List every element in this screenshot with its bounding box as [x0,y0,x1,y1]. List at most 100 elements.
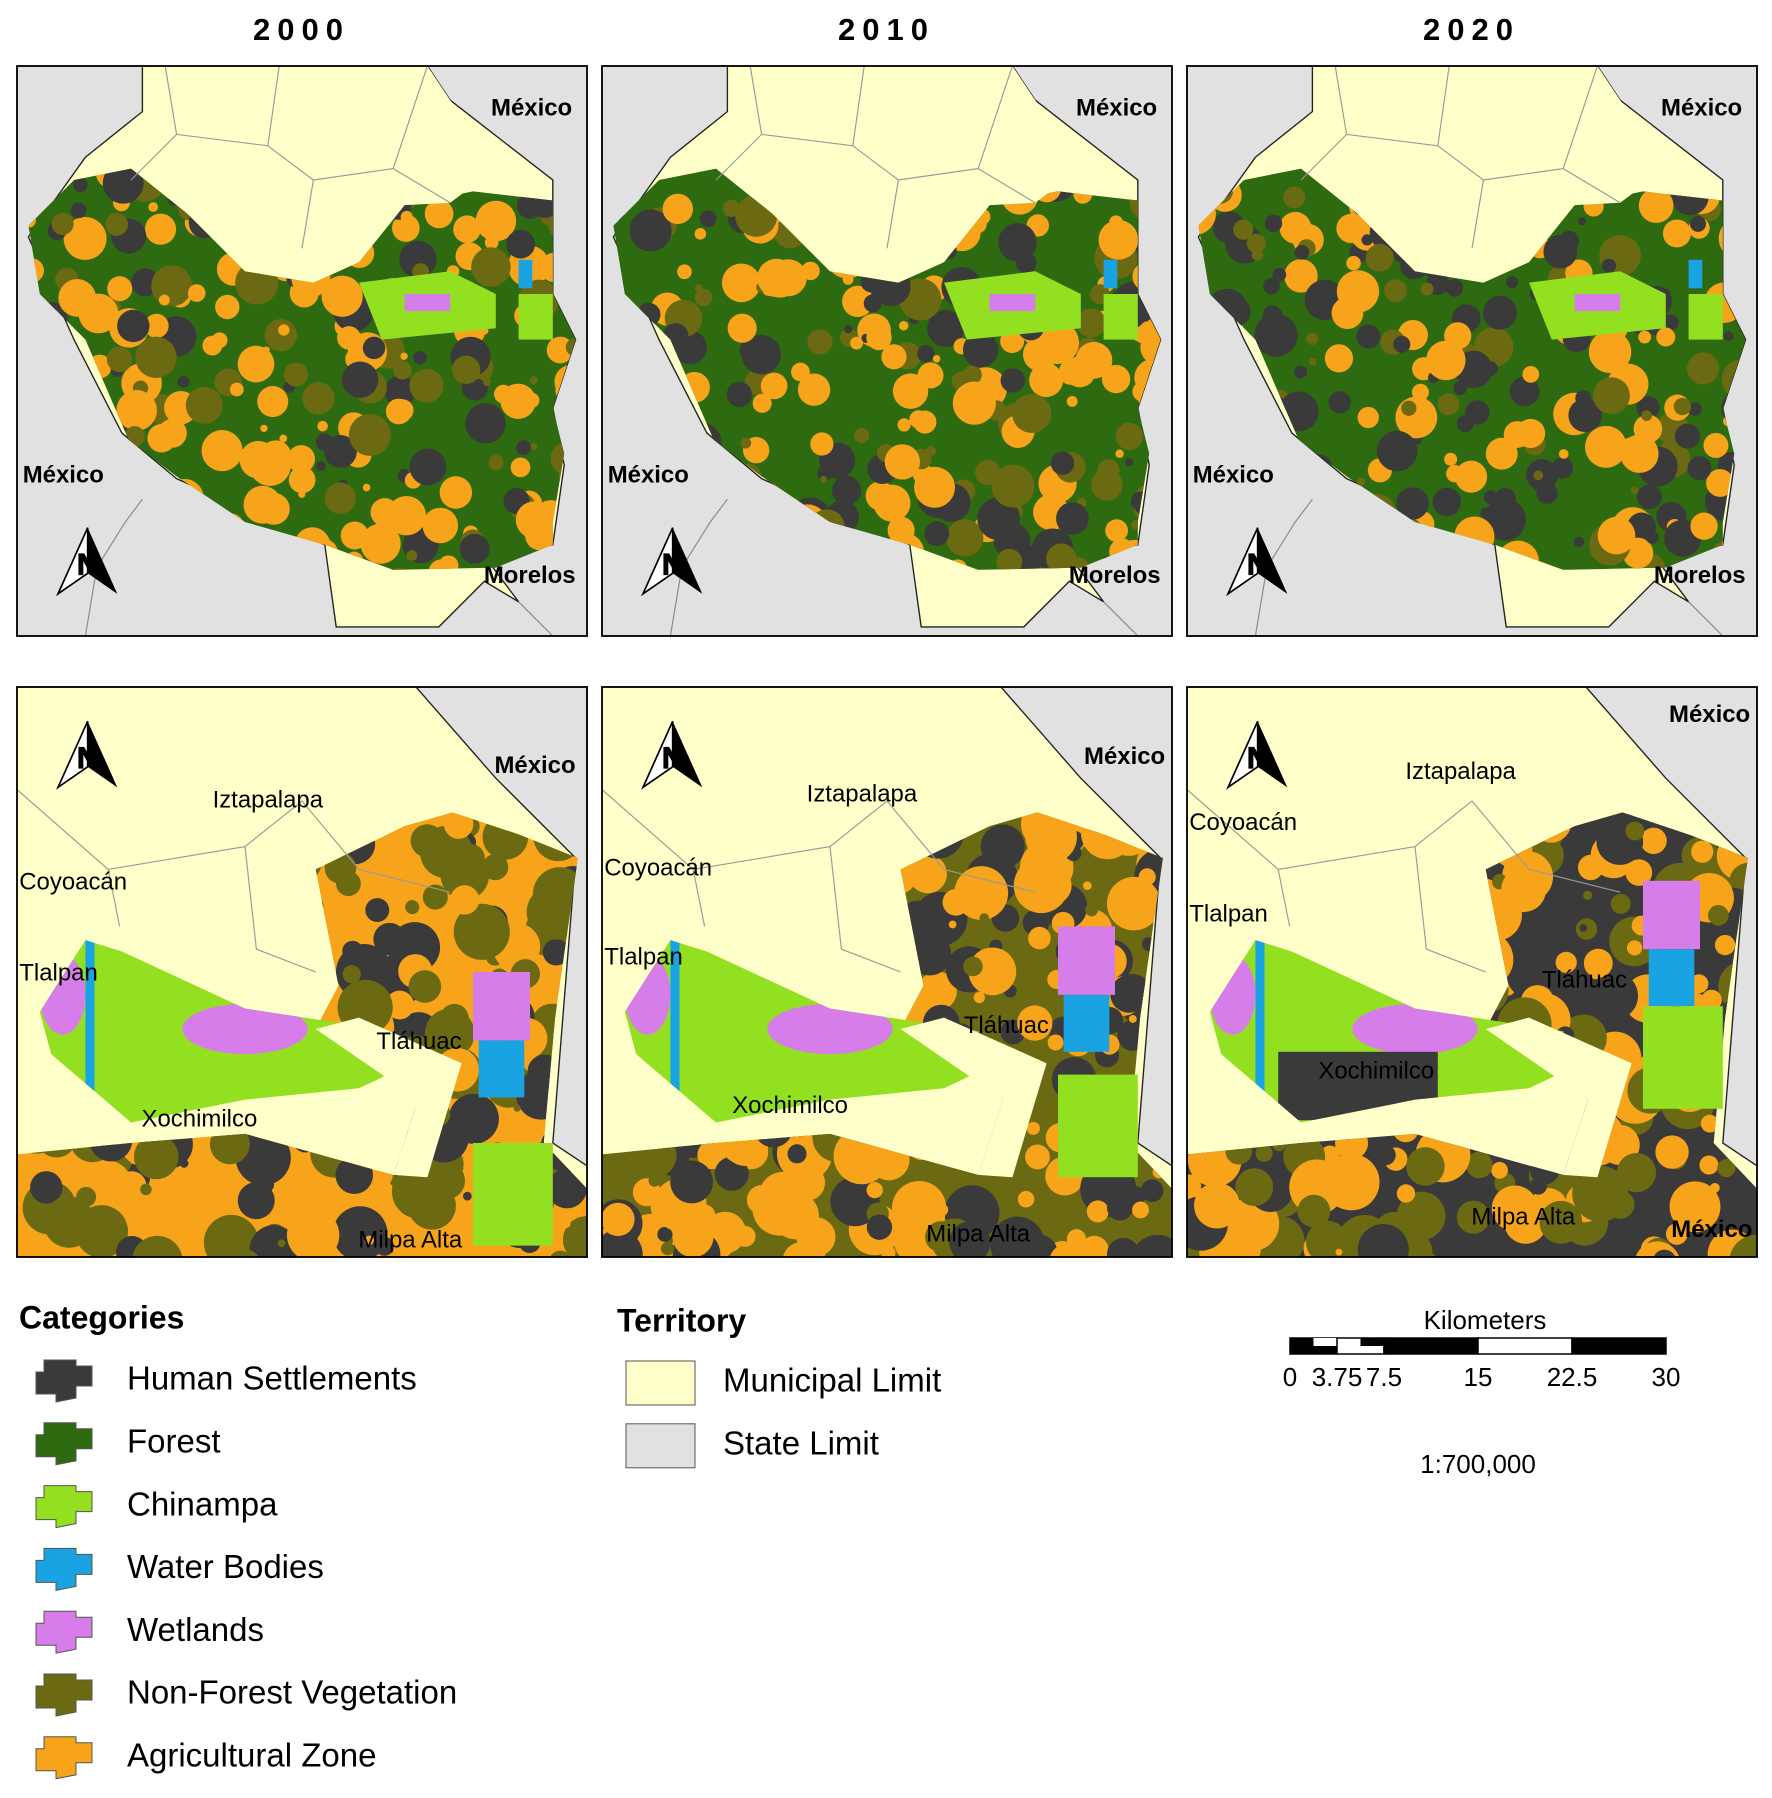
land-patch [752,393,772,413]
land-patch [1539,1200,1583,1244]
land-patch [1357,406,1379,429]
land-patch [201,430,243,472]
land-patch [962,365,982,385]
land-patch [510,457,531,478]
land-patch [757,258,796,298]
map-panel: N México México Morelos [1186,65,1758,637]
municipal-line [17,789,121,927]
land-patch [1714,934,1736,956]
land-patch [1328,391,1351,414]
municipal-line [1437,66,1598,181]
land-patch [946,519,984,557]
land-patch [1501,867,1547,913]
land-patch [820,475,828,483]
year-title: 2020 [1423,12,1520,47]
land-patch [1703,432,1729,458]
land-patch [1529,1177,1547,1195]
land-patch [670,1160,714,1204]
land-patch [316,461,326,472]
map-panel: N México Iztapalapa Coyoacán Tlalpan Tláhuac X… [1186,686,1758,1258]
land-patch [996,548,1023,570]
land-patch [1396,1191,1446,1241]
land-patch [1700,1114,1719,1133]
land-patch [1125,458,1134,467]
land-patch [873,484,911,522]
municipal-line [715,133,763,181]
land-patch [116,390,157,431]
place-label: Iztapalapa [1405,758,1516,785]
land-patch [807,329,833,355]
panel-frame [601,65,1173,637]
land-patch [90,1262,100,1272]
land-patch [725,1213,733,1222]
panel-frame [16,65,588,637]
land-patch [1194,1182,1240,1229]
land-patch [866,1181,883,1199]
land-patch [1056,502,1089,535]
land-patch [1673,397,1692,416]
land-patch [453,903,510,960]
land-patch [1633,414,1663,444]
land-patch [465,378,487,401]
land-patch [1083,881,1092,891]
land-patch [842,285,874,318]
land-patch [140,1183,152,1196]
land-patch [400,210,413,223]
land-patch [1376,430,1418,472]
land-patch [726,381,753,408]
place-label: Coyoacán [19,868,127,895]
land-patch [1626,940,1643,956]
scale-tick-label: 3.75 [1312,1362,1363,1392]
land-patch [844,325,853,334]
panel-frame [1186,65,1758,637]
land-patch [734,1225,756,1247]
map-content: N México Iztapalapa Coyoacán Tlalpan Tláhuac X… [17,687,587,1272]
land-patch [292,1254,317,1257]
land-patch [1483,490,1498,505]
land-patch [1050,451,1075,475]
land-patch [462,1191,472,1201]
scale-tick-label: 7.5 [1366,1362,1402,1392]
land-patch [185,386,223,424]
land-patch [279,1231,287,1240]
legend-swatch [35,1359,93,1403]
land-patch [1357,477,1366,487]
land-patch [542,939,570,966]
land-patch [202,335,223,356]
land-patch [1706,469,1734,497]
land-patch [279,434,288,443]
land-patch [694,228,707,240]
land-patch [368,958,376,966]
land-patch [1578,217,1586,226]
chinampa-patch [1058,1074,1138,1178]
map-content: N México México Morelos [1187,66,1757,636]
land-patch [850,336,863,350]
land-patch [450,885,480,915]
year-title: 2000 [253,12,350,47]
land-patch [934,880,942,889]
land-patch [131,1235,183,1257]
land-patch [1064,356,1096,388]
urban-gap [315,1017,462,1178]
wetland-patch [767,1003,893,1055]
land-patch [1086,1200,1109,1223]
land-patch [949,1221,991,1257]
land-patch [1187,1174,1202,1200]
land-patch [800,1252,813,1257]
wetland-patch [1574,294,1621,312]
land-patch [1106,1237,1140,1257]
land-patch [1033,866,1072,905]
scale-segment [1571,1337,1667,1355]
scale-ratio: 1:700,000 [1420,1449,1536,1479]
place-label: Tlalpan [1189,900,1268,927]
place-label: México [1671,1216,1752,1243]
land-patch [203,1214,259,1257]
land-patch [1583,890,1593,900]
land-patch [998,223,1037,262]
land-patch [264,319,298,352]
land-patch [337,326,361,350]
land-patch [391,399,414,422]
map-panel: N México Iztapalapa Coyoacán Tlalpan Tláhuac X… [16,686,588,1272]
land-patch [105,213,128,236]
land-patch [257,386,289,418]
